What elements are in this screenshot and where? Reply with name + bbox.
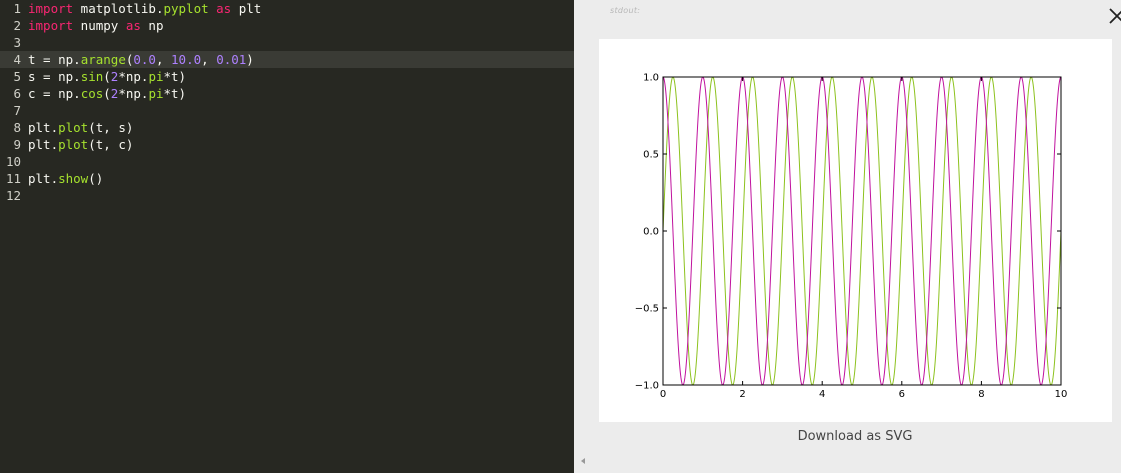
line-number: 2 (13, 18, 21, 33)
code-token: pyplot (163, 1, 209, 16)
code-token: *t) (163, 86, 187, 101)
code-token: 2 (110, 86, 119, 101)
code-text: s = np.sin(2*np.pi*t) (28, 68, 186, 85)
code-token: pi (148, 86, 164, 101)
code-token: ( (103, 86, 111, 101)
plot-figure: 0 2 4 6 8 10 −1.0 −0.5 0.0 0.5 1.0 (599, 39, 1112, 422)
code-token: 0.01 (216, 52, 247, 67)
code-token: plot (58, 120, 89, 135)
code-token: cos (80, 86, 104, 101)
code-token: plt. (28, 120, 59, 135)
line-number: 7 (13, 103, 21, 118)
code-token: as (216, 1, 232, 16)
code-line[interactable]: 3 (0, 34, 574, 51)
code-line[interactable]: 12 (0, 187, 574, 204)
code-line[interactable]: 6 c = np.cos(2*np.pi*t) (0, 85, 574, 102)
line-number: 11 (5, 171, 21, 186)
code-line[interactable]: 5 s = np.sin(2*np.pi*t) (0, 68, 574, 85)
code-token: import (28, 18, 74, 33)
code-token: , (155, 52, 172, 67)
code-token: sin (80, 69, 104, 84)
line-number: 10 (5, 154, 21, 169)
code-token: *np. (118, 69, 149, 84)
scroll-left-arrow-icon (581, 458, 585, 464)
code-line[interactable]: 1 import matplotlib.pyplot as plt (0, 0, 574, 17)
code-text: plt.plot(t, c) (28, 136, 133, 153)
line-number: 12 (5, 188, 21, 203)
stdout-label: stdout: (610, 6, 641, 15)
close-icon (1109, 8, 1121, 24)
code-token: arange (80, 52, 126, 67)
code-token: *np. (118, 86, 149, 101)
code-token: show (58, 171, 89, 186)
y-tick-label: 1.0 (643, 73, 659, 84)
code-text: plt.show() (28, 170, 103, 187)
line-number: 3 (13, 35, 21, 50)
code-text: c = np.cos(2*np.pi*t) (28, 85, 186, 102)
scroll-left-button[interactable] (578, 452, 588, 464)
code-token: import (28, 1, 74, 16)
line-number: 4 (13, 52, 21, 67)
code-token: matplotlib. (73, 1, 164, 16)
code-token: *t) (163, 69, 187, 84)
code-token: t = np. (28, 52, 81, 67)
code-token: s = np. (28, 69, 81, 84)
code-token: as (125, 18, 141, 33)
code-editor[interactable]: 1 import matplotlib.pyplot as plt 2 import … (0, 0, 574, 473)
line-number: 1 (13, 1, 21, 16)
y-tick-label: 0.5 (643, 150, 659, 161)
x-tick-label: 4 (819, 389, 825, 400)
code-line[interactable]: 2 import numpy as np (0, 17, 574, 34)
code-line[interactable]: 11 plt.show() (0, 170, 574, 187)
code-token: () (88, 171, 104, 186)
code-text: t = np.arange(0.0, 10.0, 0.01) (28, 51, 254, 68)
code-line[interactable]: 7 (0, 102, 574, 119)
line-number: 5 (13, 69, 21, 84)
code-text: import matplotlib.pyplot as plt (28, 0, 261, 17)
code-text: import numpy as np (28, 17, 163, 34)
x-tick-label: 2 (739, 389, 745, 400)
series-line-1 (663, 77, 1061, 385)
line-chart: 0 2 4 6 8 10 −1.0 −0.5 0.0 0.5 1.0 (635, 73, 1068, 401)
x-tick-label: 0 (660, 389, 666, 400)
code-token: np (140, 18, 164, 33)
code-token: c = np. (28, 86, 81, 101)
code-token: plt (231, 1, 262, 16)
x-tick-label: 10 (1055, 389, 1068, 400)
code-line[interactable]: 10 (0, 153, 574, 170)
code-token: ) (246, 52, 254, 67)
code-token: plot (58, 137, 89, 152)
download-svg-link[interactable]: Download as SVG (797, 429, 913, 444)
code-token: numpy (73, 18, 126, 33)
line-number: 8 (13, 120, 21, 135)
code-token: , (201, 52, 217, 67)
code-token: ( (125, 52, 134, 67)
y-tick-label: −0.5 (635, 304, 659, 315)
code-token: (t, c) (88, 137, 134, 152)
y-tick-label: 0.0 (643, 227, 659, 238)
close-button[interactable] (1107, 3, 1121, 27)
code-line[interactable]: 4 t = np.arange(0.0, 10.0, 0.01) (0, 51, 574, 68)
series-line-2 (663, 77, 1061, 385)
y-tick-label: −1.0 (635, 381, 659, 392)
code-token: (t, s) (88, 120, 134, 135)
code-token: pi (148, 69, 164, 84)
code-line[interactable]: 9 plt.plot(t, c) (0, 136, 574, 153)
code-token: plt. (28, 137, 59, 152)
code-text: plt.plot(t, s) (28, 119, 133, 136)
x-tick-label: 6 (899, 389, 905, 400)
code-token: plt. (28, 171, 59, 186)
code-token: 0.0 (133, 52, 156, 67)
line-number: 6 (13, 86, 21, 101)
line-number: 9 (13, 137, 21, 152)
code-line[interactable]: 8 plt.plot(t, s) (0, 119, 574, 136)
code-token: 10.0 (171, 52, 202, 67)
code-token: 2 (110, 69, 119, 84)
code-token: ( (103, 69, 111, 84)
output-panel: stdout: 0 2 4 6 8 10 −1.0 −0.5 0.0 0.5 1.0 Downloa… (574, 0, 1121, 473)
x-tick-label: 8 (978, 389, 984, 400)
